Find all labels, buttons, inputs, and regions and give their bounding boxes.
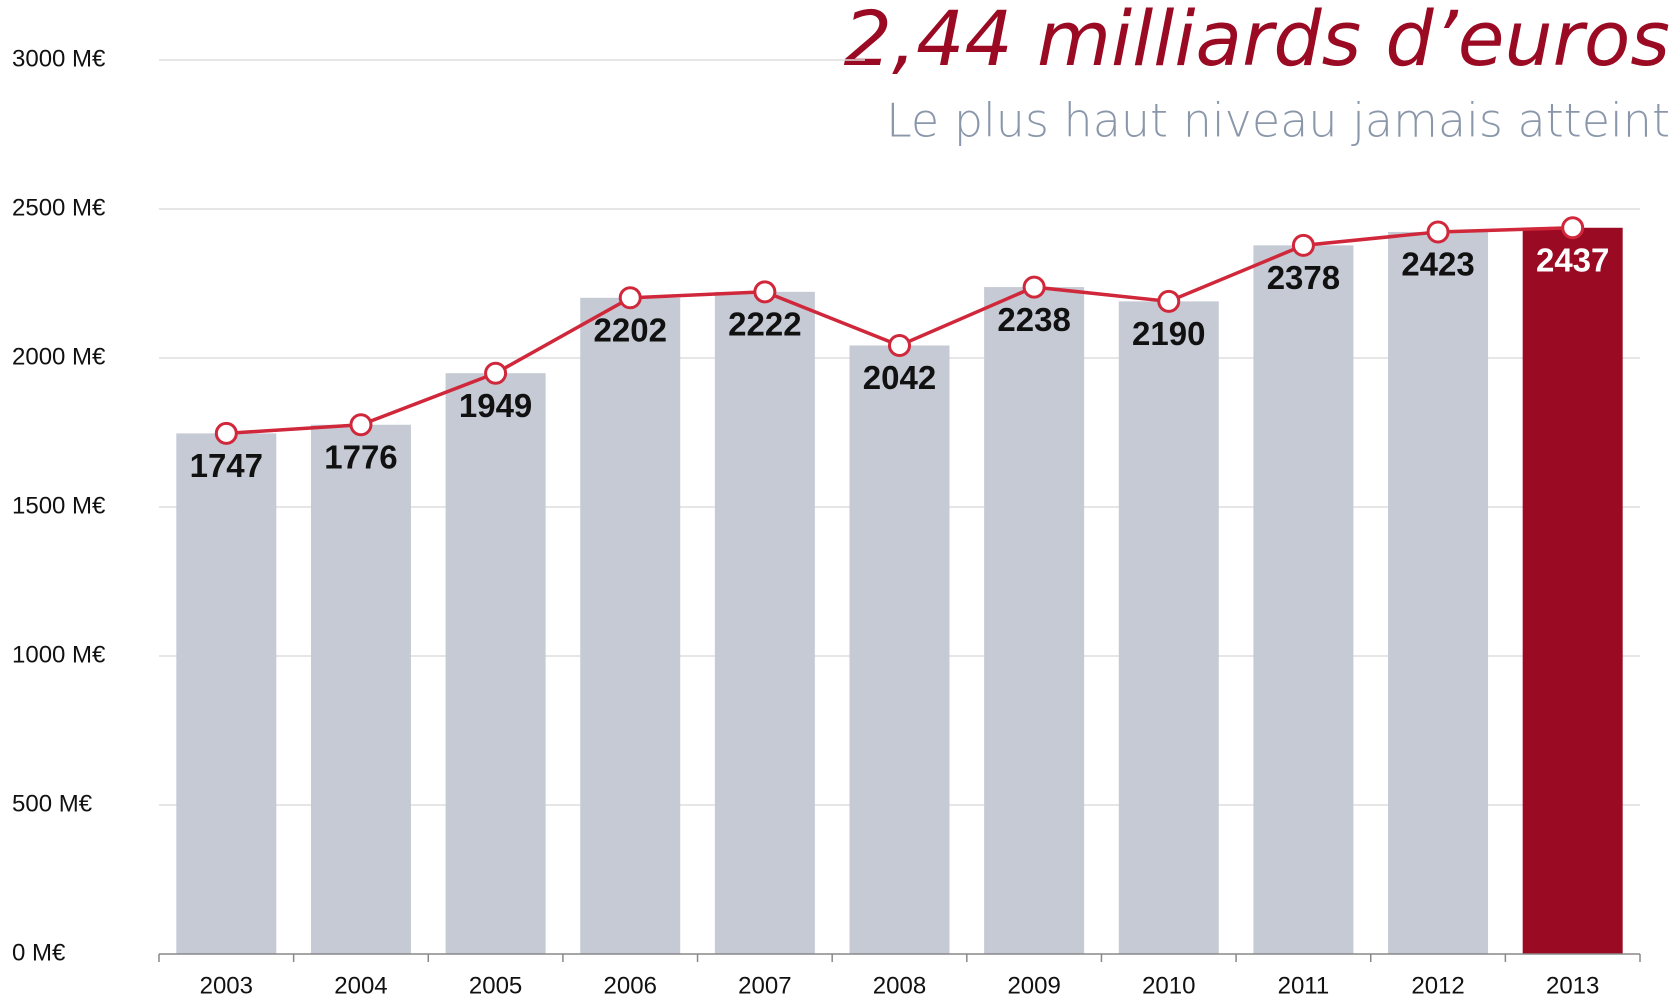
bar xyxy=(849,345,950,954)
x-tick-label: 2007 xyxy=(738,972,791,994)
bar xyxy=(1522,227,1623,955)
x-tick-label: 2012 xyxy=(1411,972,1464,994)
bar xyxy=(1388,231,1489,955)
x-tick-label: 2011 xyxy=(1278,972,1330,994)
line-point xyxy=(618,286,642,310)
value-label: 2378 xyxy=(1267,259,1340,296)
bar xyxy=(984,287,1085,954)
value-label: 2423 xyxy=(1401,246,1474,283)
line-point xyxy=(1426,220,1450,244)
x-tick-label: 2005 xyxy=(469,972,522,994)
bar xyxy=(176,433,277,954)
y-tick-label: 500 M€ xyxy=(12,790,93,817)
line-point xyxy=(214,421,238,445)
chart-title: 2,44 milliards d’euros xyxy=(844,0,1670,83)
line-point xyxy=(888,333,911,357)
x-tick-label: 2004 xyxy=(334,972,387,994)
x-tick-label: 2009 xyxy=(1007,972,1060,994)
bar xyxy=(714,291,815,954)
value-label: 2437 xyxy=(1536,241,1609,278)
line-point xyxy=(753,280,777,304)
chart-subtitle: Le plus haut niveau jamais atteint xyxy=(886,94,1670,148)
x-tick-label: 2013 xyxy=(1546,972,1599,994)
x-tick-label: 2010 xyxy=(1142,972,1195,994)
bar xyxy=(1253,245,1354,954)
value-label: 2042 xyxy=(863,359,936,396)
value-label: 1949 xyxy=(459,387,532,424)
value-label: 1747 xyxy=(190,447,263,484)
y-tick-label: 0 M€ xyxy=(12,939,66,966)
value-label: 1776 xyxy=(324,438,397,475)
line-point xyxy=(1291,233,1315,257)
x-tick-label: 2006 xyxy=(604,972,657,994)
y-tick-label: 1500 M€ xyxy=(12,492,106,519)
value-label: 2222 xyxy=(728,306,801,343)
line-point xyxy=(484,361,508,385)
line-point xyxy=(1157,289,1181,313)
bar xyxy=(445,373,546,954)
y-tick-label: 2500 M€ xyxy=(12,194,106,221)
x-tick-label: 2003 xyxy=(200,972,253,994)
y-tick-label: 2000 M€ xyxy=(12,343,106,370)
line-point xyxy=(1561,216,1585,240)
y-tick-label: 3000 M€ xyxy=(12,45,106,72)
bar xyxy=(1118,301,1219,954)
value-label: 2190 xyxy=(1132,315,1205,352)
bar xyxy=(580,297,681,955)
y-tick-label: 1000 M€ xyxy=(12,641,106,668)
bar xyxy=(310,424,411,954)
line-point xyxy=(1022,275,1046,299)
value-label: 2238 xyxy=(997,301,1070,338)
x-tick-label: 2008 xyxy=(873,972,926,994)
value-label: 2202 xyxy=(594,312,667,349)
line-point xyxy=(349,413,373,437)
